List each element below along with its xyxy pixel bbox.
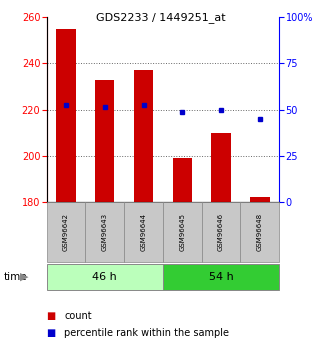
Bar: [202, 202, 240, 262]
Text: 46 h: 46 h: [92, 272, 117, 282]
Bar: [240, 202, 279, 262]
Bar: [250, 197, 270, 202]
Text: GSM96645: GSM96645: [179, 213, 185, 251]
Bar: [47, 264, 163, 290]
Text: ▶: ▶: [20, 272, 28, 282]
Text: time: time: [3, 272, 27, 282]
Bar: [134, 70, 153, 202]
Bar: [56, 29, 76, 202]
Text: GSM96644: GSM96644: [141, 213, 146, 251]
Bar: [47, 202, 85, 262]
Text: count: count: [64, 311, 92, 321]
Text: GDS2233 / 1449251_at: GDS2233 / 1449251_at: [96, 12, 225, 23]
Text: GSM96642: GSM96642: [63, 213, 69, 251]
Bar: [212, 132, 231, 202]
Bar: [163, 264, 279, 290]
Bar: [85, 202, 124, 262]
Bar: [124, 202, 163, 262]
Text: GSM96648: GSM96648: [257, 213, 263, 251]
Text: 54 h: 54 h: [209, 272, 233, 282]
Text: ■: ■: [47, 328, 56, 338]
Bar: [95, 80, 114, 202]
Text: GSM96646: GSM96646: [218, 213, 224, 251]
Text: ■: ■: [47, 311, 56, 321]
Bar: [173, 158, 192, 202]
Text: GSM96643: GSM96643: [102, 213, 108, 251]
Text: percentile rank within the sample: percentile rank within the sample: [64, 328, 229, 338]
Bar: [163, 202, 202, 262]
